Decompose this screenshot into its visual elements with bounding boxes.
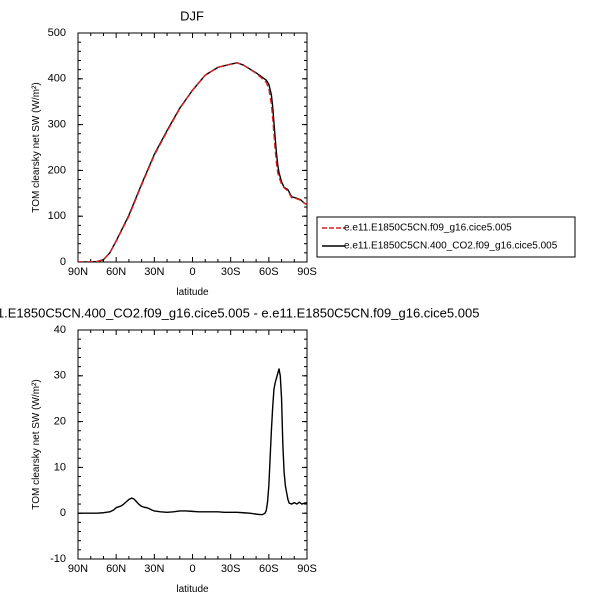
y-axis-label: TOM clearsky net SW (W/m²) — [31, 379, 42, 509]
chart-title: DJF — [180, 8, 204, 23]
y-tick-label: -10 — [50, 553, 66, 565]
y-tick-label: 500 — [48, 27, 66, 39]
x-tick-label: 60S — [259, 563, 279, 575]
y-tick-label: 300 — [48, 119, 66, 131]
x-tick-label: 90N — [68, 266, 88, 278]
legend-box — [316, 216, 576, 258]
chart-bottom: e.e11.E1850C5CN.400_CO2.f09_g16.cice5.00… — [0, 305, 479, 595]
x-axis-label: latitude — [176, 584, 209, 595]
legend-label: e.e11.E1850C5CN.f09_g16.cice5.005 — [344, 223, 512, 234]
x-tick-label: 0 — [189, 563, 195, 575]
x-tick-label: 90S — [297, 563, 317, 575]
legend: e.e11.E1850C5CN.f09_g16.cice5.005 e.e11.E… — [316, 216, 576, 258]
x-tick-label: 60N — [106, 266, 126, 278]
plot-frame — [77, 32, 308, 263]
x-tick-label: 30N — [144, 266, 164, 278]
x-tick-label: 30S — [221, 266, 241, 278]
y-tick-label: 40 — [54, 324, 66, 336]
plot-frame — [77, 329, 308, 560]
y-tick-label: 30 — [54, 370, 66, 382]
x-tick-label: 90N — [68, 563, 88, 575]
x-tick-label: 90S — [297, 266, 317, 278]
y-tick-label: 0 — [60, 507, 66, 519]
x-tick-label: 0 — [189, 266, 195, 278]
x-tick-label: 30N — [144, 563, 164, 575]
series-line-2 — [78, 62, 307, 262]
y-tick-label: 200 — [48, 164, 66, 176]
series-line-1 — [78, 368, 307, 516]
y-tick-label: 20 — [54, 416, 66, 428]
x-tick-label: 60S — [259, 266, 279, 278]
chart-title: e.e11.E1850C5CN.400_CO2.f09_g16.cice5.00… — [0, 305, 479, 320]
x-tick-label: 60N — [106, 563, 126, 575]
legend-label: e.e11.E1850C5CN.400_CO2.f09_g16.cice5.00… — [344, 241, 558, 252]
x-tick-label: 30S — [221, 563, 241, 575]
y-tick-label: 0 — [60, 256, 66, 268]
y-tick-label: 400 — [48, 73, 66, 85]
y-tick-label: 100 — [48, 210, 66, 222]
y-axis-label: TOM clearsky net SW (W/m²) — [31, 82, 42, 212]
chart-top: DJF 90N 60N 30N 0 30S 60S 90S 0 100 200 300 400 500 la… — [31, 8, 317, 298]
series-line-1 — [78, 62, 307, 262]
x-axis-label: latitude — [176, 287, 209, 298]
y-tick-label: 10 — [54, 461, 66, 473]
